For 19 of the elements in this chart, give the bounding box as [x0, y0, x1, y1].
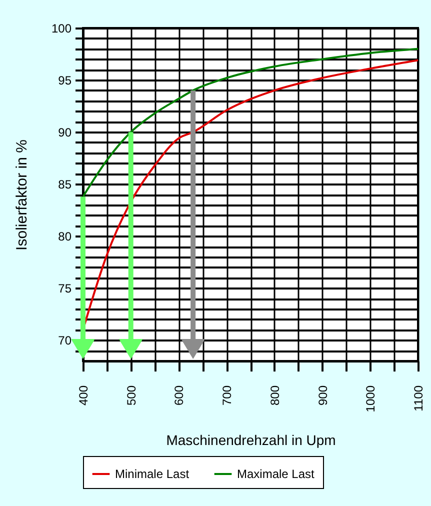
x-tick-label: 700 [220, 385, 234, 406]
x-tick-label: 500 [124, 385, 138, 406]
y-tick-label: 70 [58, 334, 72, 348]
x-tick-label: 800 [268, 385, 282, 406]
x-tick-label: 400 [76, 385, 90, 406]
x-tick-label: 1100 [412, 385, 426, 412]
legend-label: Minimale Last [115, 467, 190, 481]
x-axis-title: Maschinendrehzahl in Upm [166, 432, 336, 448]
x-tick-label: 600 [172, 385, 186, 406]
y-axis-title: Isolierfaktor in % [13, 140, 30, 250]
x-tick-label: 1000 [364, 385, 378, 412]
y-tick-label: 80 [58, 230, 72, 244]
y-tick-label: 95 [58, 74, 72, 88]
x-tick-label: 900 [316, 385, 330, 406]
y-tick-label: 90 [58, 126, 72, 140]
y-tick-label: 75 [58, 282, 72, 296]
y-tick-label: 100 [51, 22, 72, 36]
legend-label: Maximale Last [237, 467, 316, 481]
y-tick-label: 85 [58, 178, 72, 192]
